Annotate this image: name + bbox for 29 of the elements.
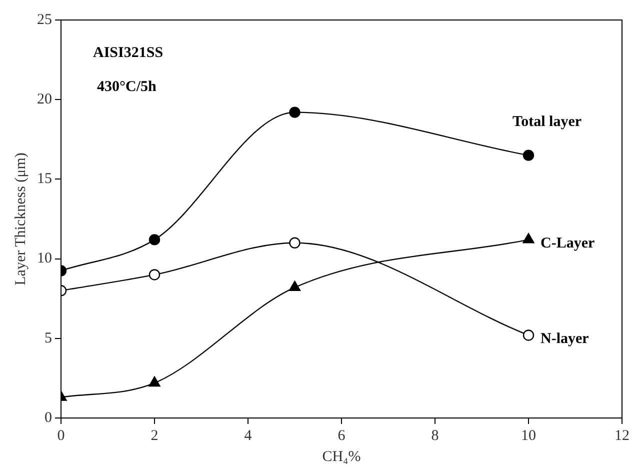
point — [148, 376, 160, 387]
x-tick-label: 8 — [431, 428, 439, 444]
x-axis-title: CH₄% — [322, 448, 361, 465]
point — [148, 269, 160, 280]
y-tick-label: 0 — [44, 410, 52, 426]
y-tick-label: 25 — [37, 12, 52, 28]
x-tick-label: 10 — [521, 428, 536, 444]
point — [148, 234, 160, 246]
series-label: C-Layer — [540, 236, 595, 252]
series-label: Total layer — [512, 114, 582, 130]
x-tick-label: 12 — [614, 428, 630, 444]
x-tick-label: 0 — [57, 428, 65, 444]
point — [288, 280, 301, 292]
x-tick-label: 2 — [150, 428, 158, 444]
x-tick-label: 4 — [244, 428, 252, 444]
x-tick-label: 6 — [338, 428, 346, 444]
y-tick-label: 10 — [37, 250, 52, 267]
y-axis-title: Layer Thickness (μm) — [12, 152, 29, 286]
y-tick-label: 5 — [44, 330, 52, 346]
annotation: 430°C/5h — [97, 78, 157, 95]
annotation: AISI321SS — [93, 44, 164, 61]
point — [522, 150, 534, 161]
series-label: N-layer — [540, 331, 590, 348]
point — [522, 233, 534, 244]
point — [289, 106, 300, 118]
point — [289, 237, 300, 248]
point — [522, 330, 534, 341]
y-tick-label: 15 — [37, 171, 52, 188]
y-tick-label: 20 — [37, 92, 52, 108]
